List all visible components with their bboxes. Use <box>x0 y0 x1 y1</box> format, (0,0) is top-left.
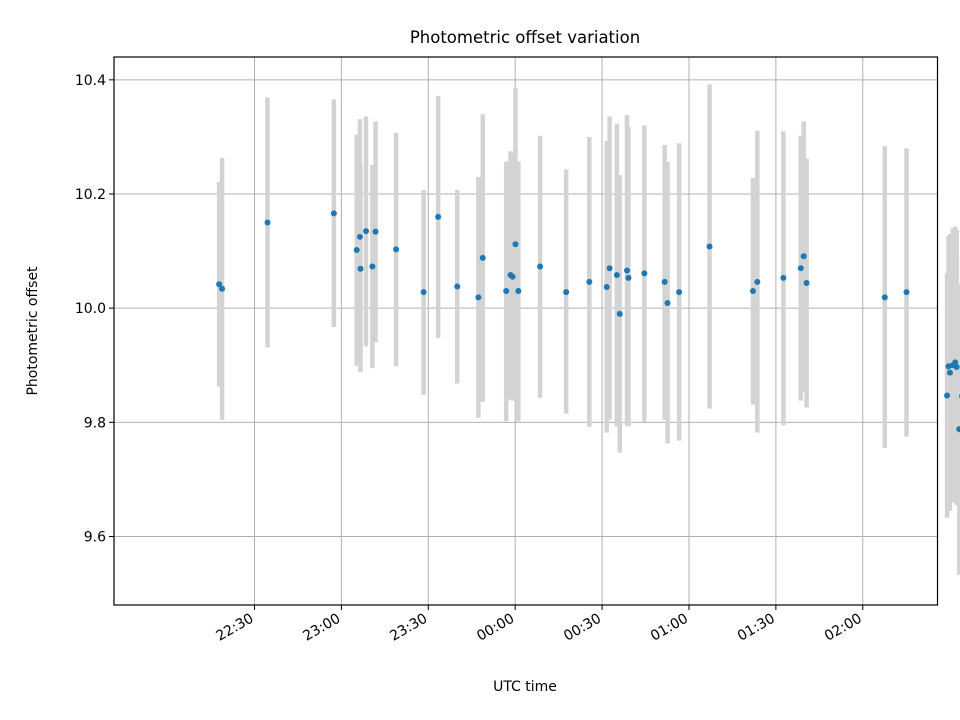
data-point <box>625 274 632 281</box>
y-tick-label: 10.4 <box>75 73 106 89</box>
data-point <box>219 285 226 292</box>
x-axis-label: UTC time <box>493 679 557 695</box>
data-point <box>586 278 593 285</box>
data-point <box>749 288 756 295</box>
data-point <box>903 289 910 296</box>
y-tick-label: 9.8 <box>84 415 106 431</box>
data-point <box>512 241 519 248</box>
data-point <box>956 426 960 433</box>
data-point <box>330 210 337 217</box>
data-point <box>641 270 648 277</box>
data-point <box>353 246 360 253</box>
y-axis-ticks: 9.6 9.8 10.0 10.2 10.4 <box>75 73 114 546</box>
data-point <box>800 253 807 260</box>
data-point <box>613 272 620 279</box>
data-point <box>435 213 442 220</box>
data-point <box>356 233 363 240</box>
data-point <box>372 228 379 235</box>
y-axis-label: Photometric offset <box>25 266 41 396</box>
data-point <box>515 288 522 295</box>
data-point <box>881 294 888 301</box>
data-point <box>503 288 510 295</box>
data-point <box>953 363 960 370</box>
y-tick-label: 10.0 <box>75 301 106 317</box>
data-point <box>363 228 370 235</box>
data-point <box>393 246 400 253</box>
data-point <box>754 278 761 285</box>
data-point <box>952 359 959 366</box>
data-point <box>479 254 486 261</box>
data-point <box>944 392 951 399</box>
plot-frame <box>113 56 939 606</box>
data-point <box>357 265 364 272</box>
data-point <box>563 289 570 296</box>
data-point <box>706 243 713 250</box>
data-point <box>454 283 461 290</box>
data-point <box>537 263 544 270</box>
data-point <box>623 267 630 274</box>
data-point <box>797 265 804 272</box>
data-point <box>664 300 671 307</box>
data-point <box>661 278 668 285</box>
data-point <box>369 263 376 270</box>
y-tick-label: 9.6 <box>84 530 106 546</box>
data-point <box>803 280 810 287</box>
data-point <box>946 369 953 376</box>
data-point <box>606 265 613 272</box>
data-point <box>616 310 623 317</box>
data-point <box>603 284 610 291</box>
data-point <box>264 219 271 226</box>
chart-title: Photometric offset variation <box>410 28 640 47</box>
data-points <box>216 210 960 433</box>
data-point <box>780 274 787 281</box>
data-point <box>420 289 427 296</box>
data-point <box>216 281 223 288</box>
data-point <box>509 273 516 280</box>
data-point <box>676 289 683 296</box>
data-point <box>475 294 482 301</box>
y-tick-label: 10.2 <box>75 187 106 203</box>
